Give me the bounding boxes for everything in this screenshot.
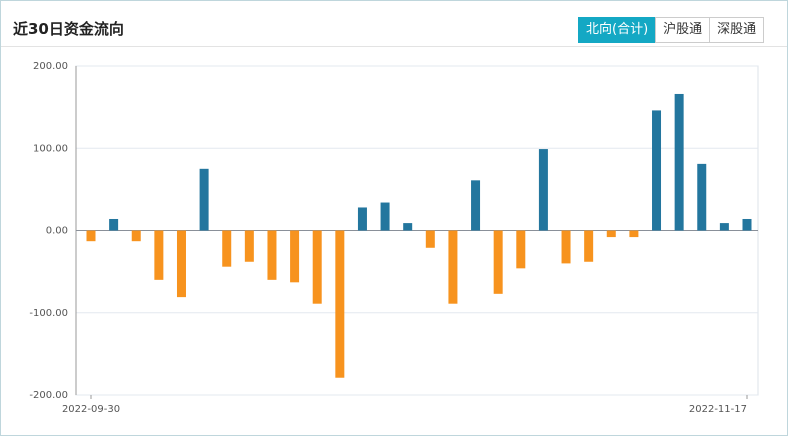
bar bbox=[312, 230, 322, 304]
bar bbox=[538, 149, 548, 231]
bar bbox=[719, 223, 729, 231]
bar bbox=[425, 230, 435, 248]
bar bbox=[403, 223, 413, 231]
bar bbox=[697, 163, 707, 231]
bar bbox=[222, 230, 232, 267]
panel-title: 近30日资金流向 bbox=[13, 20, 124, 38]
bar bbox=[176, 230, 186, 298]
bar bbox=[199, 168, 209, 231]
bar bbox=[561, 230, 571, 264]
bar bbox=[154, 230, 164, 280]
y-tick-label: -100.00 bbox=[29, 308, 68, 319]
divider bbox=[1, 46, 787, 47]
bar bbox=[674, 93, 684, 231]
y-tick-label: 100.00 bbox=[33, 143, 68, 154]
tab-group: 北向(合计) 沪股通 深股通 bbox=[578, 17, 765, 43]
bar bbox=[86, 230, 96, 242]
bar bbox=[471, 180, 481, 231]
bar bbox=[244, 230, 254, 262]
y-tick-label: 0.00 bbox=[46, 226, 68, 237]
bar bbox=[267, 230, 277, 280]
bar bbox=[131, 230, 141, 242]
bar bbox=[335, 230, 345, 378]
bar bbox=[584, 230, 594, 262]
bar bbox=[606, 230, 616, 238]
bar bbox=[516, 230, 526, 269]
bar bbox=[380, 202, 390, 231]
bar bbox=[652, 110, 662, 231]
bar bbox=[448, 230, 458, 304]
tab[interactable]: 深股通 bbox=[709, 17, 765, 43]
bar bbox=[290, 230, 300, 283]
bar bbox=[357, 207, 367, 231]
bar bbox=[109, 218, 119, 231]
y-tick-label: -200.00 bbox=[29, 390, 68, 401]
bar bbox=[629, 230, 639, 238]
y-tick-label: 200.00 bbox=[33, 61, 68, 72]
bar bbox=[493, 230, 503, 294]
bar bbox=[742, 218, 752, 231]
x-tick-label: 2022-09-30 bbox=[62, 404, 120, 415]
x-tick-label: 2022-11-17 bbox=[689, 404, 747, 415]
